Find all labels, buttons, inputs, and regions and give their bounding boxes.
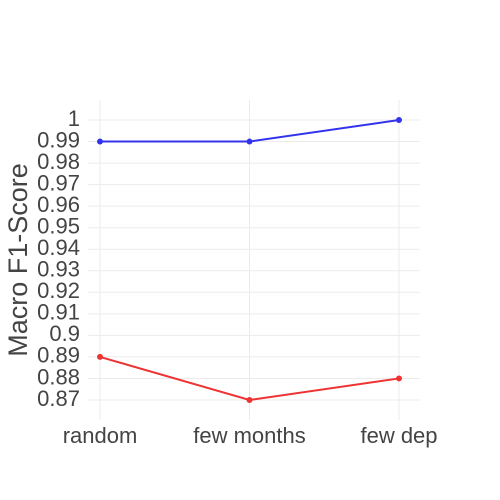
point — [396, 117, 402, 124]
x-tick-label: few months — [193, 423, 306, 448]
y-axis-label: Macro F1-Score — [3, 163, 33, 357]
point — [396, 375, 402, 382]
y-tick-label: 0.98 — [37, 149, 80, 174]
point — [246, 396, 253, 403]
x-tick-label: random — [63, 423, 138, 448]
y-tick-label: 0.93 — [37, 257, 80, 282]
y-tick-label: 0.94 — [37, 235, 80, 260]
y-tick-label: 0.95 — [37, 214, 80, 239]
y-tick-label: 0.96 — [37, 192, 80, 217]
point — [97, 138, 103, 145]
point — [246, 138, 253, 145]
y-tick-label: 0.99 — [37, 127, 80, 152]
y-tick-label: 0.9 — [49, 321, 80, 346]
y-tick-label: 0.89 — [37, 343, 80, 368]
y-tick-label: 0.97 — [37, 170, 80, 195]
y-tick-label: 0.87 — [37, 386, 80, 411]
y-tick-label: 0.92 — [37, 278, 80, 303]
y-tick-label: 0.88 — [37, 364, 80, 389]
y-tick-label: 1 — [68, 106, 80, 131]
y-tick-label: 0.91 — [37, 300, 80, 325]
point — [97, 353, 103, 360]
x-tick-label: few dep — [360, 423, 437, 448]
